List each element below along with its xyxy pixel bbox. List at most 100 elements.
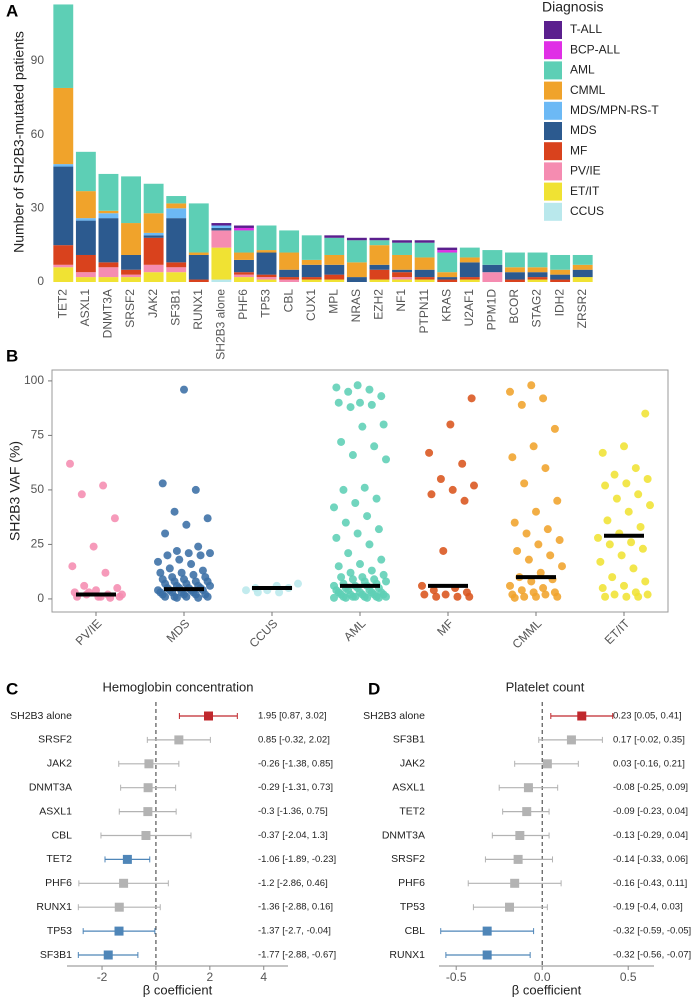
estimate — [143, 807, 153, 817]
data-point — [439, 546, 448, 555]
bar-segment — [75, 254, 96, 273]
bar-segment — [324, 254, 345, 265]
bar-segment — [53, 164, 74, 167]
row-label: DNMT3A — [29, 781, 72, 793]
data-point — [550, 424, 559, 433]
estimate-label: -0.3 [-1.36, 0.75] — [258, 806, 328, 817]
data-point — [610, 470, 619, 479]
y-tick-label: 75 — [31, 428, 45, 442]
data-point — [605, 540, 614, 549]
data-point — [203, 514, 212, 523]
data-point — [629, 564, 638, 573]
x-tick-label: RUNX1 — [191, 289, 205, 330]
data-point — [379, 570, 388, 579]
data-point — [553, 592, 562, 601]
data-point — [379, 420, 388, 429]
bar-segment — [143, 272, 164, 282]
row-label: TET2 — [399, 805, 425, 817]
data-point — [337, 437, 346, 446]
bar-segment — [527, 252, 548, 268]
bar-segment — [437, 277, 458, 280]
data-point — [555, 536, 564, 545]
x-tick-label: MPL — [326, 289, 340, 314]
legend-label: CMML — [570, 83, 606, 97]
bar-segment — [459, 247, 480, 258]
data-point — [594, 533, 602, 542]
estimate-label: 0.23 [0.05, 0.41] — [613, 711, 682, 722]
legend-title: Diagnosis — [542, 0, 603, 15]
data-point — [539, 394, 548, 403]
estimate — [513, 854, 523, 864]
y-axis-title: Number of SH2B3-mutated patients — [11, 31, 27, 253]
data-point — [508, 453, 517, 462]
x-tick-label: ET/IT — [602, 616, 633, 647]
bar-segment — [482, 250, 503, 265]
data-point — [334, 562, 343, 571]
bar-segment — [143, 237, 164, 265]
bar-segment — [98, 267, 119, 278]
data-point — [638, 544, 647, 553]
bar-segment — [392, 254, 412, 270]
bar-segment — [256, 279, 277, 282]
bar-segment — [550, 269, 571, 275]
data-point — [641, 577, 650, 586]
estimate-label: 0.85 [-0.32, 2.02] — [258, 734, 330, 745]
bar-segment — [234, 277, 254, 282]
data-point — [374, 525, 383, 534]
x-tick-label: 0.0 — [534, 970, 551, 984]
data-point — [206, 549, 214, 558]
data-point — [532, 507, 540, 516]
data-point — [156, 568, 165, 577]
data-point — [643, 475, 652, 484]
bar-segment — [414, 277, 435, 280]
estimate — [141, 831, 151, 840]
data-point — [367, 400, 376, 409]
data-point — [631, 464, 640, 473]
estimate — [114, 902, 124, 912]
bar-segment — [414, 240, 435, 243]
data-point — [596, 557, 605, 566]
data-point — [165, 564, 174, 573]
data-point — [510, 518, 519, 527]
row-label: CBL — [52, 829, 73, 841]
estimate-label: -0.08 [-0.25, 0.09] — [613, 782, 688, 793]
data-point — [332, 383, 341, 392]
data-point — [532, 592, 540, 601]
bar-segment — [121, 274, 141, 278]
data-point — [206, 581, 214, 590]
data-point — [558, 562, 566, 571]
data-point — [370, 442, 379, 451]
data-point — [194, 542, 203, 551]
data-point — [358, 422, 367, 431]
data-point — [334, 398, 343, 407]
x-tick-label: CBL — [281, 289, 295, 313]
x-tick-label: SRSF2 — [123, 289, 137, 328]
data-point — [610, 590, 619, 599]
estimate — [122, 854, 132, 864]
estimate-label: -0.09 [-0.23, 0.04] — [613, 806, 688, 817]
data-point — [634, 592, 643, 601]
data-point — [382, 592, 390, 601]
data-point — [612, 494, 621, 503]
bar-segment — [279, 252, 300, 270]
data-point — [348, 451, 357, 460]
bar-segment — [392, 279, 412, 282]
legend-label: MF — [570, 143, 587, 157]
row-label: SH2B3 alone — [10, 710, 72, 722]
bar-segment — [414, 279, 435, 282]
data-point — [68, 562, 77, 571]
data-point — [330, 593, 338, 602]
x-tick-label: NF1 — [394, 289, 408, 312]
data-point — [89, 542, 98, 551]
legend-label: PV/IE — [570, 164, 601, 178]
bar-segment — [75, 151, 96, 192]
bar-segment — [75, 272, 96, 278]
bar-segment — [346, 277, 367, 282]
data-point — [524, 555, 533, 564]
bar-segment — [143, 213, 164, 233]
estimate — [523, 783, 533, 793]
x-tick-label: PPM1D — [485, 289, 499, 331]
bar-segment — [301, 264, 322, 278]
x-tick-label: NRAS — [349, 289, 363, 322]
